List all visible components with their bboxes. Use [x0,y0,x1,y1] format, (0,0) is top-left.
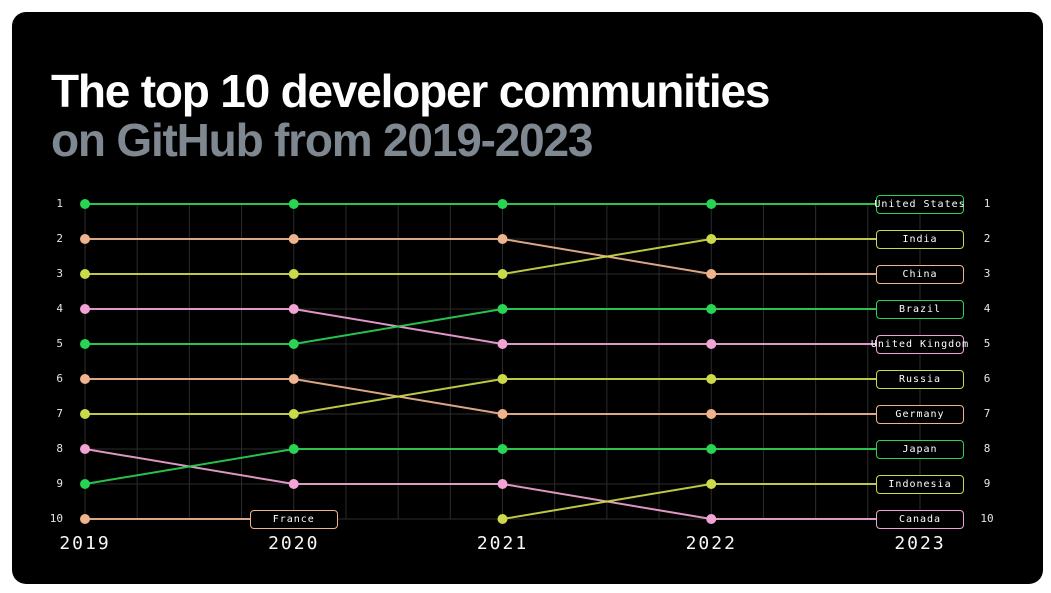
series-dot-indonesia [706,479,717,489]
series-dot-germany [497,409,508,419]
series-dot-japan [80,479,90,489]
chart-title: The top 10 developer communities on GitH… [51,64,770,166]
series-dot-japan [706,444,717,454]
series-dot-china [706,269,717,279]
series-dot-canada [497,479,508,489]
series-dot-france [80,514,90,524]
series-dot-japan [288,444,299,454]
series-dot-china [288,234,299,244]
series-dot-brazil [497,304,508,314]
title-line-2: on GitHub from 2019-2023 [51,113,593,166]
series-dot-canada [706,514,717,524]
series-dot-canada [288,479,299,489]
series-dot-united-states [497,199,508,209]
series-dot-united-states [288,199,299,209]
series-dot-united-kingdom [497,339,508,349]
series-dot-united-states [80,199,90,209]
series-dot-japan [497,444,508,454]
title-line-1: The top 10 developer communities [51,64,770,117]
series-dot-india [80,269,90,279]
series-dot-india [497,269,508,279]
series-dot-brazil [706,304,717,314]
series-dot-germany [80,374,90,384]
series-dot-russia [706,374,717,384]
series-dot-russia [497,374,508,384]
series-dot-united-kingdom [288,304,299,314]
series-dot-germany [288,374,299,384]
series-dot-russia [80,409,90,419]
series-dot-united-kingdom [706,339,717,349]
series-dot-china [80,234,90,244]
series-dot-canada [80,444,90,454]
series-dot-united-states [706,199,717,209]
series-dot-india [706,234,717,244]
series-dot-united-kingdom [80,304,90,314]
series-dot-germany [706,409,717,419]
series-dot-india [288,269,299,279]
series-dot-russia [288,409,299,419]
series-dot-china [497,234,508,244]
series-dot-brazil [80,339,90,349]
series-dot-brazil [288,339,299,349]
series-dot-indonesia [497,514,508,524]
